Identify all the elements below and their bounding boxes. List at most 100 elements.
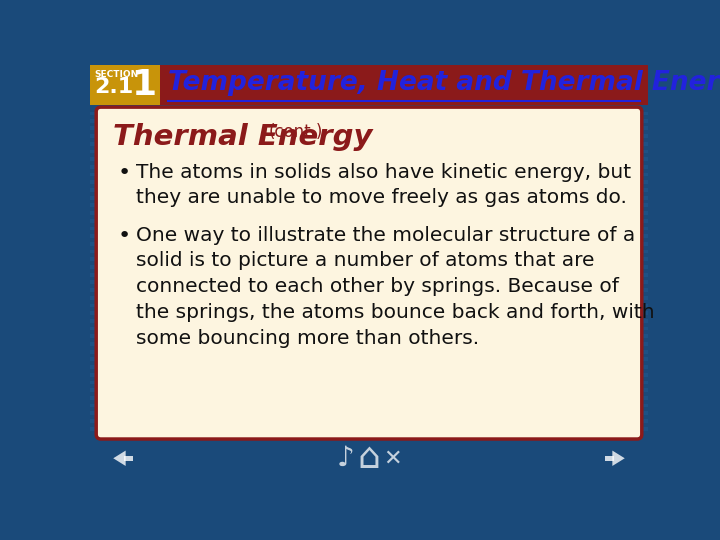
Bar (90, 361, 648, 365)
Polygon shape (612, 450, 625, 466)
Text: The atoms in solids also have kinetic energy, but
they are unable to move freely: The atoms in solids also have kinetic en… (137, 163, 631, 207)
Bar (124, 456, 133, 461)
Bar (90, 434, 648, 438)
Text: ⌂: ⌂ (358, 441, 380, 475)
Bar (90, 365, 648, 369)
Bar (90, 280, 648, 284)
Bar (90, 288, 648, 292)
Polygon shape (113, 450, 126, 466)
Bar (605, 456, 614, 461)
Bar (90, 377, 648, 381)
Bar (90, 303, 648, 307)
Bar (90, 161, 648, 165)
Bar (90, 69, 648, 72)
Bar (90, 434, 648, 481)
Bar (90, 419, 648, 423)
Bar (90, 454, 648, 457)
Bar (90, 442, 648, 446)
Text: ✕: ✕ (383, 448, 402, 468)
Bar (90, 357, 648, 361)
Bar (90, 311, 648, 315)
Bar (90, 195, 648, 200)
Bar (90, 246, 648, 249)
Bar (90, 408, 648, 411)
Bar (90, 111, 648, 115)
Bar (90, 350, 648, 354)
Bar (90, 107, 648, 111)
Bar (90, 204, 648, 207)
Text: •: • (118, 226, 131, 246)
Bar (90, 173, 648, 177)
Bar (90, 261, 648, 265)
Bar (90, 211, 648, 215)
Bar (90, 400, 648, 403)
Bar (90, 388, 648, 392)
Bar (90, 276, 648, 280)
Bar (90, 150, 648, 153)
Bar (90, 80, 648, 84)
Bar (90, 315, 648, 319)
Bar (90, 238, 648, 242)
Bar (90, 105, 648, 112)
Bar (90, 242, 648, 246)
Bar (90, 477, 648, 481)
Bar (90, 323, 648, 327)
Text: Temperature, Heat and Thermal Energy: Temperature, Heat and Thermal Energy (168, 70, 720, 96)
Bar (90, 296, 648, 300)
Bar (90, 126, 648, 130)
Bar (90, 396, 648, 400)
Bar (90, 403, 648, 408)
Text: SECTION: SECTION (94, 70, 139, 79)
Bar (90, 427, 648, 430)
Bar (90, 188, 648, 192)
Bar (90, 153, 648, 157)
Bar (90, 72, 648, 76)
Bar (90, 192, 648, 195)
Bar (90, 157, 648, 161)
Bar (90, 84, 648, 88)
Bar (90, 327, 648, 330)
Bar (90, 119, 648, 123)
Bar (90, 165, 648, 168)
Bar (90, 457, 648, 461)
Bar (90, 115, 648, 119)
Bar (90, 219, 648, 222)
Bar (90, 222, 648, 226)
Bar (90, 342, 648, 346)
Bar (90, 123, 648, 126)
Bar (90, 207, 648, 211)
Bar (90, 65, 648, 69)
Bar (90, 284, 648, 288)
Bar (90, 300, 648, 303)
Bar (90, 384, 648, 388)
Bar (90, 415, 648, 419)
Bar (90, 134, 648, 138)
Bar (90, 92, 648, 96)
Text: (cont.): (cont.) (269, 123, 323, 141)
Text: 2.1: 2.1 (94, 77, 134, 97)
Bar (90, 273, 648, 276)
Bar (90, 65, 648, 105)
Bar (90, 292, 648, 296)
Bar (90, 130, 648, 134)
Bar (90, 330, 648, 334)
Bar (90, 249, 648, 253)
Bar (90, 88, 648, 92)
Bar (90, 346, 648, 350)
Bar (90, 354, 648, 357)
Bar (90, 430, 648, 434)
Text: 1: 1 (132, 68, 157, 102)
Bar (90, 473, 648, 477)
Bar (90, 446, 648, 450)
Bar (90, 465, 648, 469)
Bar (90, 411, 648, 415)
Bar (90, 373, 648, 377)
Text: One way to illustrate the molecular structure of a
solid is to picture a number : One way to illustrate the molecular stru… (137, 226, 655, 348)
Bar (90, 461, 648, 465)
Text: Thermal Energy: Thermal Energy (113, 123, 373, 151)
Bar (90, 215, 648, 219)
Bar (90, 184, 648, 188)
Bar (90, 319, 648, 323)
Bar (90, 469, 648, 473)
Bar (90, 200, 648, 204)
